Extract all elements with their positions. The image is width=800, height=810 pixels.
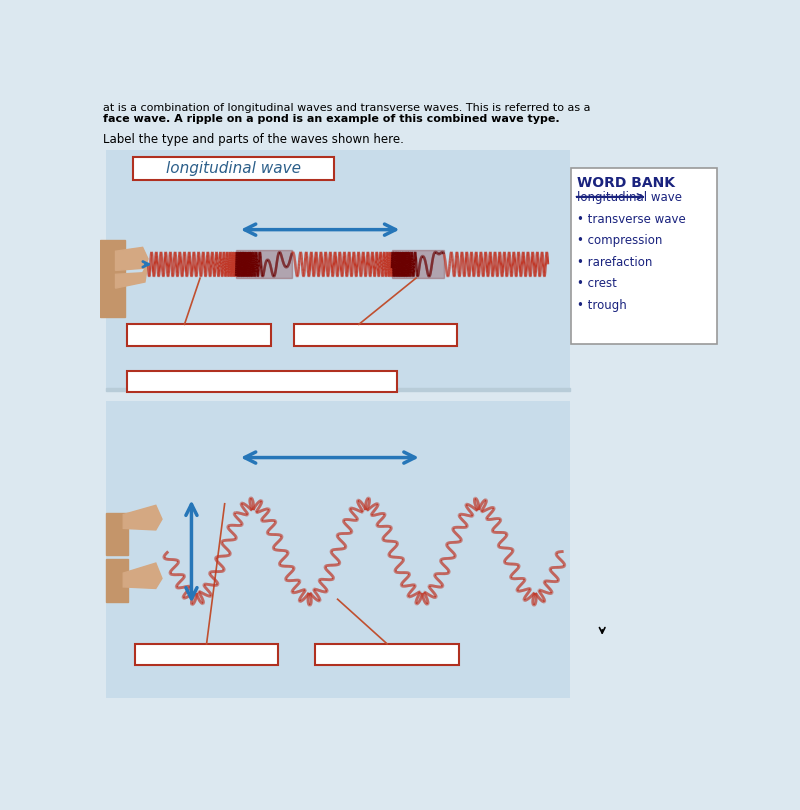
Text: • crest: • crest <box>578 277 618 290</box>
Bar <box>100 278 125 317</box>
Bar <box>571 168 717 343</box>
Text: • rarefaction: • rarefaction <box>578 256 653 269</box>
Bar <box>127 324 270 346</box>
Bar <box>127 370 397 392</box>
Text: • trough: • trough <box>578 299 627 312</box>
Text: Label the type and parts of the waves shown here.: Label the type and parts of the waves sh… <box>103 133 404 146</box>
Text: longitudinal wave: longitudinal wave <box>166 161 301 177</box>
Bar <box>106 559 128 602</box>
Text: • compression: • compression <box>578 234 662 247</box>
Bar <box>294 324 457 346</box>
Text: longitudinal wave: longitudinal wave <box>578 191 682 204</box>
Polygon shape <box>123 505 162 530</box>
Polygon shape <box>115 247 148 271</box>
Bar <box>392 250 444 278</box>
Bar <box>135 644 278 666</box>
Bar <box>106 150 570 388</box>
Bar <box>100 240 125 278</box>
Polygon shape <box>115 262 148 288</box>
Bar <box>133 157 334 181</box>
Bar <box>106 513 128 556</box>
Bar <box>106 401 570 697</box>
Bar <box>106 388 570 391</box>
Text: face wave. A ripple on a pond is an example of this combined wave type.: face wave. A ripple on a pond is an exam… <box>103 114 560 124</box>
Text: WORD BANK: WORD BANK <box>578 176 675 190</box>
Bar <box>236 250 292 278</box>
Polygon shape <box>123 563 162 588</box>
Bar <box>315 644 459 666</box>
Text: at is a combination of longitudinal waves and transverse waves. This is referred: at is a combination of longitudinal wave… <box>103 104 590 113</box>
Text: • transverse wave: • transverse wave <box>578 213 686 226</box>
